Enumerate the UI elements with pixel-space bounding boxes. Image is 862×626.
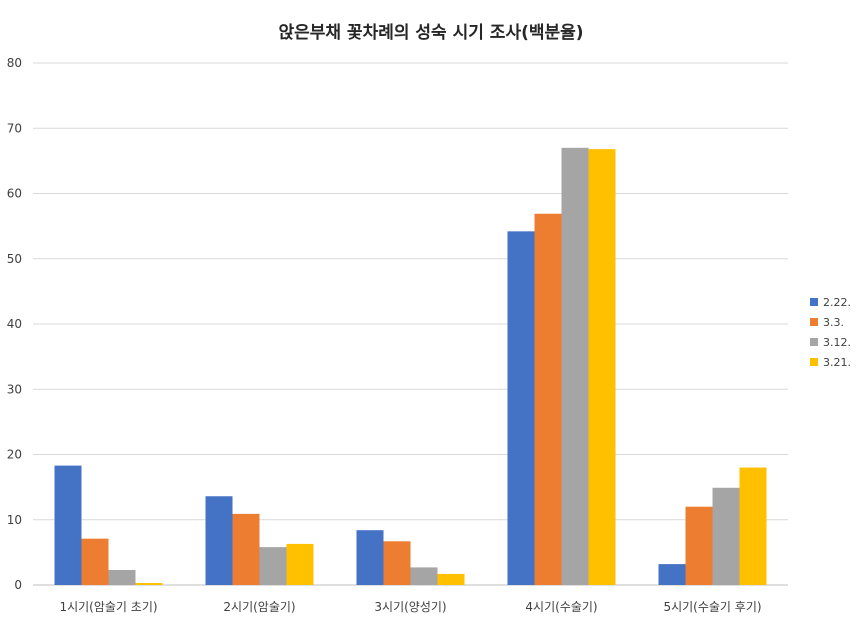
y-tick-label: 70 (7, 121, 22, 135)
y-tick-label: 0 (14, 578, 22, 592)
y-tick-label: 10 (7, 513, 22, 527)
bar (383, 541, 411, 585)
bar (81, 538, 109, 585)
bar (54, 465, 82, 585)
gridlines (33, 62, 788, 586)
bar (356, 530, 384, 585)
y-tick-label: 40 (7, 317, 22, 331)
y-tick-label: 30 (7, 382, 22, 396)
bar (286, 543, 314, 585)
y-axis-ticks: 0 10 20 30 40 50 60 70 80 (7, 56, 22, 592)
bar (108, 569, 136, 585)
legend-label: 2.22. (823, 295, 851, 309)
bar (534, 213, 562, 586)
legend-swatch (810, 318, 818, 326)
y-tick-label: 50 (7, 252, 22, 266)
y-tick-label: 80 (7, 56, 22, 70)
x-category-label: 3시기(양성기) (374, 600, 446, 614)
legend-label: 3.3. (823, 315, 844, 329)
bar (205, 496, 233, 585)
bar (712, 487, 740, 585)
x-axis-labels: 1시기(암술기 초기) 2시기(암술기) 3시기(양성기) 4시기(수술기) 5시기(수… (59, 600, 761, 614)
bar (232, 513, 260, 585)
legend-item: 3.21. (810, 352, 851, 372)
x-category-label: 5시기(수술기 후기) (663, 600, 761, 614)
bar (739, 467, 767, 585)
x-category-label: 4시기(수술기) (525, 600, 597, 614)
legend-item: 2.22. (810, 292, 851, 312)
bar (561, 147, 589, 585)
x-category-label: 2시기(암술기) (223, 600, 295, 614)
chart-title: 앉은부채 꽃차례의 성숙 시기 조사(백분율) (278, 23, 584, 43)
bar (658, 564, 686, 585)
legend-label: 3.12. (823, 335, 851, 349)
bar (507, 231, 535, 585)
bar (588, 149, 616, 585)
legend-item: 3.12. (810, 332, 851, 352)
bar (685, 506, 713, 585)
y-tick-label: 20 (7, 448, 22, 462)
legend-swatch (810, 338, 818, 346)
bar (259, 547, 287, 585)
bar (437, 573, 465, 585)
legend-swatch (810, 298, 818, 306)
legend: 2.22. 3.3. 3.12. 3.21. (810, 292, 851, 372)
x-category-label: 1시기(암술기 초기) (59, 600, 157, 614)
y-tick-label: 60 (7, 187, 22, 201)
legend-label: 3.21. (823, 355, 851, 369)
bars (54, 147, 767, 586)
bar (410, 567, 438, 585)
legend-swatch (810, 358, 818, 366)
legend-item: 3.3. (810, 312, 851, 332)
bar (135, 583, 163, 585)
